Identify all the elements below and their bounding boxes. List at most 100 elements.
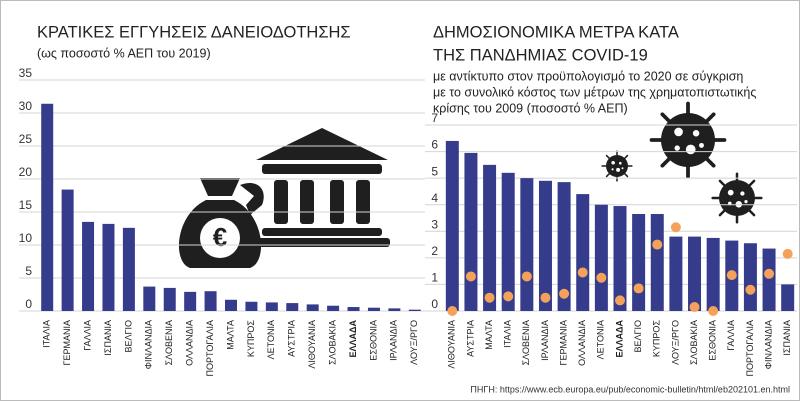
x-tick-label: ΜΑΛΤΑ <box>484 320 494 350</box>
x-tick-label: ΦΙΝΛΑΝΔΙΑ <box>763 320 773 369</box>
x-tick-label: ΣΛΟΒΕΝΙΑ <box>521 320 531 365</box>
y-tick-label: 3 <box>431 217 438 231</box>
dot <box>521 271 532 282</box>
x-tick-label: ΙΤΑΛΙΑ <box>503 320 513 348</box>
bar <box>706 237 720 311</box>
x-tick-label: ΕΣΘΟΝΙΑ <box>368 320 378 361</box>
y-tick-label: 1 <box>431 271 438 285</box>
chart-subtitle: με αντίκτυπο στον προϋπολογισμό το 2020 … <box>433 69 743 83</box>
bar <box>408 309 421 311</box>
x-tick-label: ΣΛΟΒΕΝΙΑ <box>164 320 174 365</box>
bar <box>286 303 299 311</box>
x-tick-label: ΑΥΣΤΡΙΑ <box>465 320 475 357</box>
bar <box>650 214 664 311</box>
y-tick-label: 0 <box>431 297 438 311</box>
source: ΠΗΓΗ: https://www.ecb.europa.eu/pub/econ… <box>470 384 790 394</box>
bar <box>306 304 319 311</box>
x-tick-label: ΟΛΛΑΝΔΙΑ <box>577 320 587 366</box>
dot <box>670 222 681 233</box>
y-tick-label: 4 <box>431 191 438 205</box>
dot <box>596 272 607 283</box>
chart-title: ΔΗΜΟΣΙΟΝΟΜΙΚΑ ΜΕΤΡΑ ΚΑΤΑ <box>433 23 679 41</box>
bar <box>61 189 74 311</box>
chart-subtitle: με το συνολικό κόστος των μέτρων της χρη… <box>433 85 756 99</box>
dot <box>484 292 495 303</box>
bar <box>501 172 515 311</box>
bar <box>225 299 237 311</box>
x-tick-label: ΚΥΠΡΟΣ <box>652 320 662 358</box>
bar <box>520 178 534 311</box>
x-tick-label: ΓΕΡΜΑΝΙΑ <box>558 320 568 365</box>
virus-icon <box>713 174 762 223</box>
x-tick-label: ΛΟΥΞ/ΡΓΟ <box>409 320 419 365</box>
x-tick-label: ΙΣΠΑΝΙΑ <box>103 320 113 356</box>
x-tick-label: ΒΕΛΓΙΟ <box>633 320 643 352</box>
y-tick-label: 5 <box>431 164 438 178</box>
x-tick-label: ΓΕΡΜΑΝΙΑ <box>62 320 72 365</box>
dot <box>447 306 458 316</box>
x-tick-label: ΕΣΘΟΝΙΑ <box>708 320 718 361</box>
bar <box>388 308 401 311</box>
bar <box>163 287 176 311</box>
svg-text:€: € <box>213 222 227 252</box>
chart-title: ΤΗΣ ΠΑΝΔΗΜΙΑΣ COVID-19 <box>433 46 648 64</box>
bar <box>41 103 54 311</box>
y-tick-label: 5 <box>25 264 32 278</box>
x-tick-label: ΕΛΛΑΔΑ <box>348 320 358 358</box>
x-tick-label: ΜΑΛΤΑ <box>225 320 235 350</box>
x-tick-label: ΙΤΑΛΙΑ <box>42 320 52 348</box>
y-tick-label: 25 <box>19 132 33 146</box>
x-tick-label: ΛΕΤΟΝΙΑ <box>266 320 276 359</box>
bar <box>122 227 135 311</box>
x-tick-label: ΛΙΘΟΥΑΝΙΑ <box>307 320 317 369</box>
x-tick-label: ΙΡΛΑΝΔΙΑ <box>540 320 550 361</box>
dot <box>465 271 476 282</box>
bar <box>538 180 552 311</box>
x-tick-label: ΦΙΝΛΑΝΔΙΑ <box>144 320 154 369</box>
dot <box>559 288 570 299</box>
y-tick-label: 10 <box>19 231 33 245</box>
x-tick-label: ΚΥΠΡΟΣ <box>246 320 256 358</box>
x-tick-label: ΣΛΟΒΑΚΙΑ <box>327 320 337 365</box>
bar <box>184 291 197 311</box>
chart-title: ΚΡΑΤΙΚΕΣ ΕΓΓΥΗΣΕΙΣ ΔΑΝΕΙΟΔΟΤΗΣΗΣ <box>37 23 351 41</box>
y-tick-label: 30 <box>19 99 33 113</box>
x-tick-label: ΠΟΡΤΟΓΑΛΙΑ <box>745 320 755 377</box>
bar <box>613 206 627 311</box>
dot <box>652 239 663 250</box>
x-tick-label: ΙΡΛΑΝΔΙΑ <box>389 320 399 361</box>
bar <box>781 284 795 311</box>
bar <box>762 248 776 311</box>
bar <box>265 302 278 311</box>
bar <box>557 182 571 311</box>
bar <box>143 286 156 311</box>
y-tick-label: 15 <box>19 198 33 212</box>
bar <box>743 243 757 311</box>
dot <box>540 292 551 303</box>
bar <box>688 236 702 311</box>
bar <box>464 152 478 311</box>
chart-subtitle: κρίσης του 2009 (ποσοστό % ΑΕΠ) <box>433 101 628 115</box>
money-bag-icon: € <box>178 178 264 268</box>
bar <box>245 301 258 311</box>
bar <box>82 221 95 311</box>
bar <box>594 204 608 311</box>
bar <box>367 307 380 311</box>
bar <box>576 194 590 311</box>
bar <box>632 214 646 311</box>
x-tick-label: ΓΑΛΛΙΑ <box>82 320 92 351</box>
bar <box>669 236 683 311</box>
dot <box>708 306 719 316</box>
y-tick-label: 2 <box>431 244 438 258</box>
x-tick-label: ΒΕΛΓΙΟ <box>123 320 133 352</box>
dot <box>764 268 775 279</box>
bar <box>102 223 115 311</box>
dot <box>782 248 793 259</box>
x-tick-label: ΑΥΣΤΡΙΑ <box>287 320 297 357</box>
x-tick-label: ΛΙΘΟΥΑΝΙΑ <box>447 320 457 369</box>
dot <box>633 283 644 294</box>
bar <box>204 291 217 311</box>
x-tick-label: ΕΛΛΑΔΑ <box>614 320 624 358</box>
dot <box>726 270 737 281</box>
